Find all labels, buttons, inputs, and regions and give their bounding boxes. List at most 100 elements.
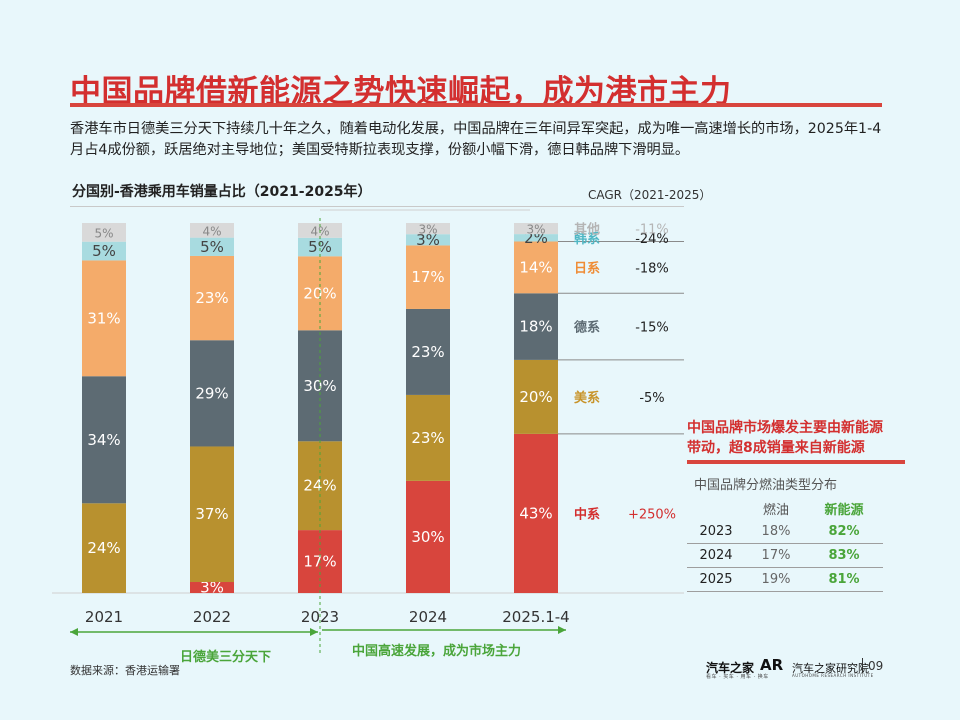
data-source: 数据来源：香港运输署 bbox=[70, 664, 180, 677]
fuel-table-header: 燃油 新能源 bbox=[687, 496, 883, 520]
period-label-1: 日德美三分天下 bbox=[180, 650, 272, 665]
data-label: 5% bbox=[308, 238, 332, 256]
fuel-share: 18% bbox=[761, 524, 791, 539]
data-label: 3% bbox=[416, 231, 440, 249]
legend-label: 美系 bbox=[574, 390, 600, 406]
page-number: 09 bbox=[868, 659, 884, 673]
bar-segment-2-3 bbox=[406, 308, 450, 395]
page-description: 香港车市日德美三分天下持续几十年之久，随着电动化发展，中国品牌在三年间异军突起，… bbox=[70, 121, 882, 158]
period-label-2: 中国高速发展，成为市场主力 bbox=[352, 644, 522, 659]
table-row: 2023 18% 82% bbox=[687, 520, 883, 544]
period-arrow-right-icon bbox=[558, 626, 566, 634]
data-label: 29% bbox=[195, 384, 228, 402]
data-label: 17% bbox=[411, 268, 444, 286]
data-label: 23% bbox=[195, 289, 228, 307]
fuel-share: 17% bbox=[761, 548, 791, 563]
x-tick-label: 2021 bbox=[85, 608, 123, 626]
bar-segment-0-4 bbox=[514, 433, 558, 593]
fuel-table-title: 中国品牌分燃油类型分布 bbox=[694, 478, 838, 493]
title-underline bbox=[70, 103, 882, 107]
data-label: 37% bbox=[195, 505, 228, 523]
bar-segment-5-1 bbox=[190, 223, 234, 238]
bar-segment-1-1 bbox=[190, 446, 234, 583]
legend-label: 德系 bbox=[574, 320, 600, 336]
autohome-logo-tagline: 看车 · 买车 · 用车 · 换车 bbox=[706, 674, 769, 680]
callout-line-2: 带动，超8成销量来自新能源 bbox=[687, 440, 865, 456]
nev-share: 82% bbox=[828, 524, 860, 539]
institute-mark-logo: AR bbox=[760, 656, 784, 674]
bar-segment-4-3 bbox=[406, 234, 450, 246]
bar-segment-4-1 bbox=[190, 237, 234, 256]
x-tick-label: 2025.1-4 bbox=[502, 608, 569, 626]
nev-share: 81% bbox=[828, 572, 860, 587]
data-label: 23% bbox=[411, 429, 444, 447]
bar-segment-4-4 bbox=[514, 234, 558, 242]
bar-segment-5-4 bbox=[514, 223, 558, 235]
fuel-year: 2024 bbox=[699, 548, 733, 563]
bar-segment-5-3 bbox=[406, 223, 450, 235]
data-label: 20% bbox=[303, 284, 336, 302]
bar-segment-1-3 bbox=[406, 394, 450, 481]
fuel-year: 2025 bbox=[699, 572, 733, 587]
bar-segment-2-1 bbox=[190, 340, 234, 447]
bar-segment-5-0 bbox=[82, 223, 126, 242]
x-tick-label: 2024 bbox=[409, 608, 447, 626]
autohome-logo: 汽车之家 bbox=[706, 661, 755, 675]
legend-label: 韩系 bbox=[574, 231, 600, 247]
fuel-header-nev: 新能源 bbox=[824, 502, 864, 518]
bar-segment-1-0 bbox=[82, 503, 126, 593]
data-label: 31% bbox=[87, 309, 120, 327]
chart-title: 分国别-香港乘用车销量占比（2021-2025年） bbox=[72, 184, 372, 200]
legend-label: 中系 bbox=[574, 506, 600, 522]
bar-segment-2-0 bbox=[82, 376, 126, 504]
bar-segment-2-4 bbox=[514, 293, 558, 360]
bar-segment-4-0 bbox=[82, 241, 126, 261]
data-label: 5% bbox=[94, 226, 113, 240]
data-label: 24% bbox=[87, 539, 120, 557]
bar-segment-3-1 bbox=[190, 255, 234, 341]
chart-title-divider bbox=[70, 206, 684, 207]
callout-underline bbox=[687, 460, 905, 464]
institute-name-en: AUTOHOME RESEARCH INSTITUTE bbox=[792, 673, 874, 678]
cagr-value: -15% bbox=[635, 321, 669, 336]
x-tick-label: 2022 bbox=[193, 608, 231, 626]
data-label: 3% bbox=[418, 223, 437, 237]
data-label: 30% bbox=[303, 377, 336, 395]
legend-label: 日系 bbox=[574, 260, 600, 276]
bar-segment-3-3 bbox=[406, 245, 450, 309]
cagr-value: -5% bbox=[639, 391, 664, 406]
data-label: 5% bbox=[92, 242, 116, 260]
fuel-table: 燃油 新能源 2023 18% 82% 2024 17% 83% 2025 19… bbox=[687, 496, 883, 592]
institute-name: 汽车之家研究院 bbox=[792, 662, 869, 675]
data-label: 18% bbox=[519, 318, 552, 336]
fuel-year: 2023 bbox=[699, 524, 733, 539]
callout-line-1: 中国品牌市场爆发主要由新能源 bbox=[687, 420, 883, 436]
footer-divider bbox=[862, 658, 863, 673]
bar-segment-0-3 bbox=[406, 480, 450, 593]
cagr-value: -24% bbox=[635, 232, 669, 247]
data-label: 4% bbox=[202, 224, 221, 238]
data-label: 43% bbox=[519, 504, 552, 522]
bar-segment-4-2 bbox=[298, 237, 342, 257]
data-label: 20% bbox=[519, 388, 552, 406]
data-label: 5% bbox=[200, 238, 224, 256]
period-arrow-left-icon bbox=[70, 628, 78, 636]
data-label: 3% bbox=[200, 579, 224, 597]
data-label: 34% bbox=[87, 431, 120, 449]
bar-segment-1-2 bbox=[298, 441, 342, 531]
table-row: 2024 17% 83% bbox=[687, 544, 883, 568]
cagr-value: -18% bbox=[635, 261, 669, 276]
data-label: 30% bbox=[411, 528, 444, 546]
bar-segment-1-4 bbox=[514, 359, 558, 434]
bar-segment-0-1 bbox=[190, 582, 234, 593]
data-label: 3% bbox=[526, 223, 545, 237]
legend-label: 其他 bbox=[574, 222, 600, 238]
cagr-value: -11% bbox=[635, 223, 669, 238]
callout-text: 中国品牌市场爆发主要由新能源 带动，超8成销量来自新能源 bbox=[687, 418, 883, 458]
bar-segment-3-0 bbox=[82, 260, 126, 377]
data-label: 23% bbox=[411, 343, 444, 361]
bar-segment-3-4 bbox=[514, 241, 558, 294]
fuel-share: 19% bbox=[761, 572, 791, 587]
cagr-header: CAGR（2021-2025） bbox=[588, 188, 712, 202]
